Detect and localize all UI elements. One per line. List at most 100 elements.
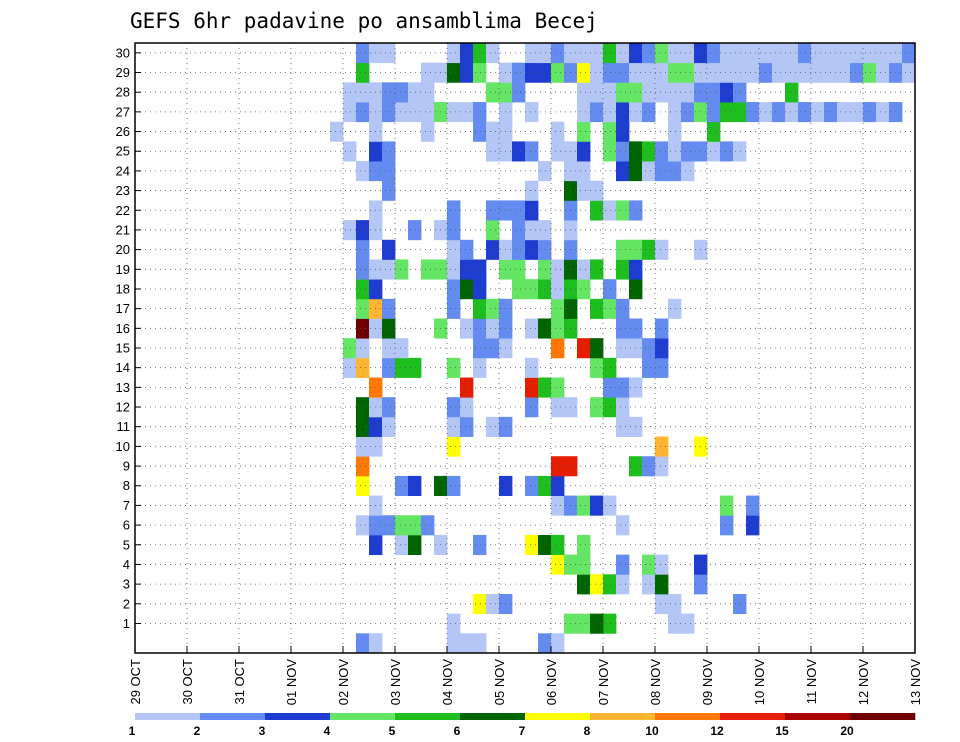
heatmap-cell xyxy=(486,338,500,359)
heatmap-cell xyxy=(668,82,682,103)
heatmap-cell xyxy=(538,239,552,260)
heatmap-cell xyxy=(616,121,630,142)
heatmap-cell xyxy=(382,357,396,378)
colorbar-swatch xyxy=(395,713,461,720)
y-tick-label: 12 xyxy=(116,400,130,415)
heatmap-cell xyxy=(642,102,656,123)
heatmap-cell xyxy=(551,62,565,83)
heatmap-cell xyxy=(772,43,786,64)
heatmap-cell xyxy=(681,62,695,83)
heatmap-cell xyxy=(577,338,591,359)
heatmap-cell xyxy=(668,102,682,123)
heatmap-cells xyxy=(330,43,916,654)
heatmap-cell xyxy=(850,102,864,123)
heatmap-cell xyxy=(642,141,656,162)
heatmap-cell xyxy=(460,239,474,260)
heatmap-cell xyxy=(681,613,695,634)
colorbar-label: 12 xyxy=(710,724,724,738)
heatmap-cell xyxy=(473,279,487,300)
colorbar-swatch xyxy=(135,713,201,720)
heatmap-cell xyxy=(356,279,370,300)
heatmap-cell xyxy=(603,43,617,64)
colorbar-label: 2 xyxy=(194,724,201,738)
heatmap-cell xyxy=(356,633,370,654)
y-tick-label: 28 xyxy=(116,85,130,100)
y-tick-label: 9 xyxy=(123,459,130,474)
heatmap-cell xyxy=(421,515,435,536)
heatmap-cell xyxy=(603,102,617,123)
heatmap-cell xyxy=(577,180,591,201)
colorbar-swatch xyxy=(590,713,656,720)
heatmap-cell xyxy=(577,62,591,83)
heatmap-cell xyxy=(447,475,461,496)
heatmap-cell xyxy=(720,141,734,162)
heatmap-cell xyxy=(525,357,539,378)
y-tick-label: 16 xyxy=(116,321,130,336)
heatmap-cell xyxy=(590,338,604,359)
heatmap-cell xyxy=(447,633,461,654)
colorbar-label: 15 xyxy=(775,724,789,738)
heatmap-cell xyxy=(447,259,461,280)
heatmap-cell xyxy=(538,161,552,182)
heatmap-cell xyxy=(746,495,760,516)
heatmap-cell xyxy=(616,574,630,595)
heatmap-cell xyxy=(512,239,526,260)
heatmap-cell xyxy=(577,141,591,162)
x-tick-label: 13 NOV xyxy=(908,659,923,706)
heatmap-cell xyxy=(577,495,591,516)
heatmap-cell xyxy=(421,62,435,83)
heatmap-cell xyxy=(616,161,630,182)
heatmap-cell xyxy=(525,62,539,83)
heatmap-cell xyxy=(668,298,682,319)
heatmap-cell xyxy=(525,102,539,123)
heatmap-cell xyxy=(902,62,916,83)
heatmap-cell xyxy=(681,43,695,64)
heatmap-cell xyxy=(356,318,370,339)
heatmap-cell xyxy=(460,318,474,339)
heatmap-cell xyxy=(642,574,656,595)
heatmap-cell xyxy=(642,338,656,359)
y-tick-label: 7 xyxy=(123,498,130,513)
chart-grid xyxy=(135,43,915,653)
heatmap-cell xyxy=(720,495,734,516)
heatmap-cell xyxy=(382,397,396,418)
heatmap-cell xyxy=(525,200,539,221)
heatmap-cell xyxy=(720,515,734,536)
heatmap-cell xyxy=(681,141,695,162)
heatmap-cell xyxy=(616,397,630,418)
heatmap-cell xyxy=(603,200,617,221)
heatmap-cell xyxy=(772,102,786,123)
heatmap-cell xyxy=(512,62,526,83)
heatmap-cell xyxy=(642,554,656,575)
x-tick-label: 30 OCT xyxy=(180,659,195,705)
heatmap-cell xyxy=(616,298,630,319)
colorbar-swatch xyxy=(850,713,916,720)
heatmap-cell xyxy=(733,82,747,103)
y-tick-label: 21 xyxy=(116,222,130,237)
heatmap-cell xyxy=(356,436,370,457)
heatmap-cell xyxy=(343,141,357,162)
heatmap-cell xyxy=(538,475,552,496)
heatmap-cell xyxy=(577,102,591,123)
chart-title: GEFS 6hr padavine po ansamblima Becej xyxy=(130,9,598,33)
heatmap-cell xyxy=(642,357,656,378)
heatmap-cell xyxy=(421,121,435,142)
heatmap-cell xyxy=(785,43,799,64)
heatmap-cell xyxy=(850,62,864,83)
heatmap-cell xyxy=(356,239,370,260)
heatmap-cell xyxy=(577,43,591,64)
heatmap-cell xyxy=(577,279,591,300)
heatmap-cell xyxy=(356,456,370,477)
x-tick-label: 03 NOV xyxy=(388,659,403,706)
heatmap-cell xyxy=(525,377,539,398)
heatmap-cell xyxy=(408,475,422,496)
heatmap-cell xyxy=(876,62,890,83)
x-tick-label: 10 NOV xyxy=(752,659,767,706)
heatmap-cell xyxy=(408,357,422,378)
heatmap-cell xyxy=(590,180,604,201)
heatmap-cell xyxy=(486,239,500,260)
heatmap-cell xyxy=(369,633,383,654)
colorbar-swatch xyxy=(330,713,396,720)
heatmap-cell xyxy=(473,633,487,654)
heatmap-cell xyxy=(447,357,461,378)
